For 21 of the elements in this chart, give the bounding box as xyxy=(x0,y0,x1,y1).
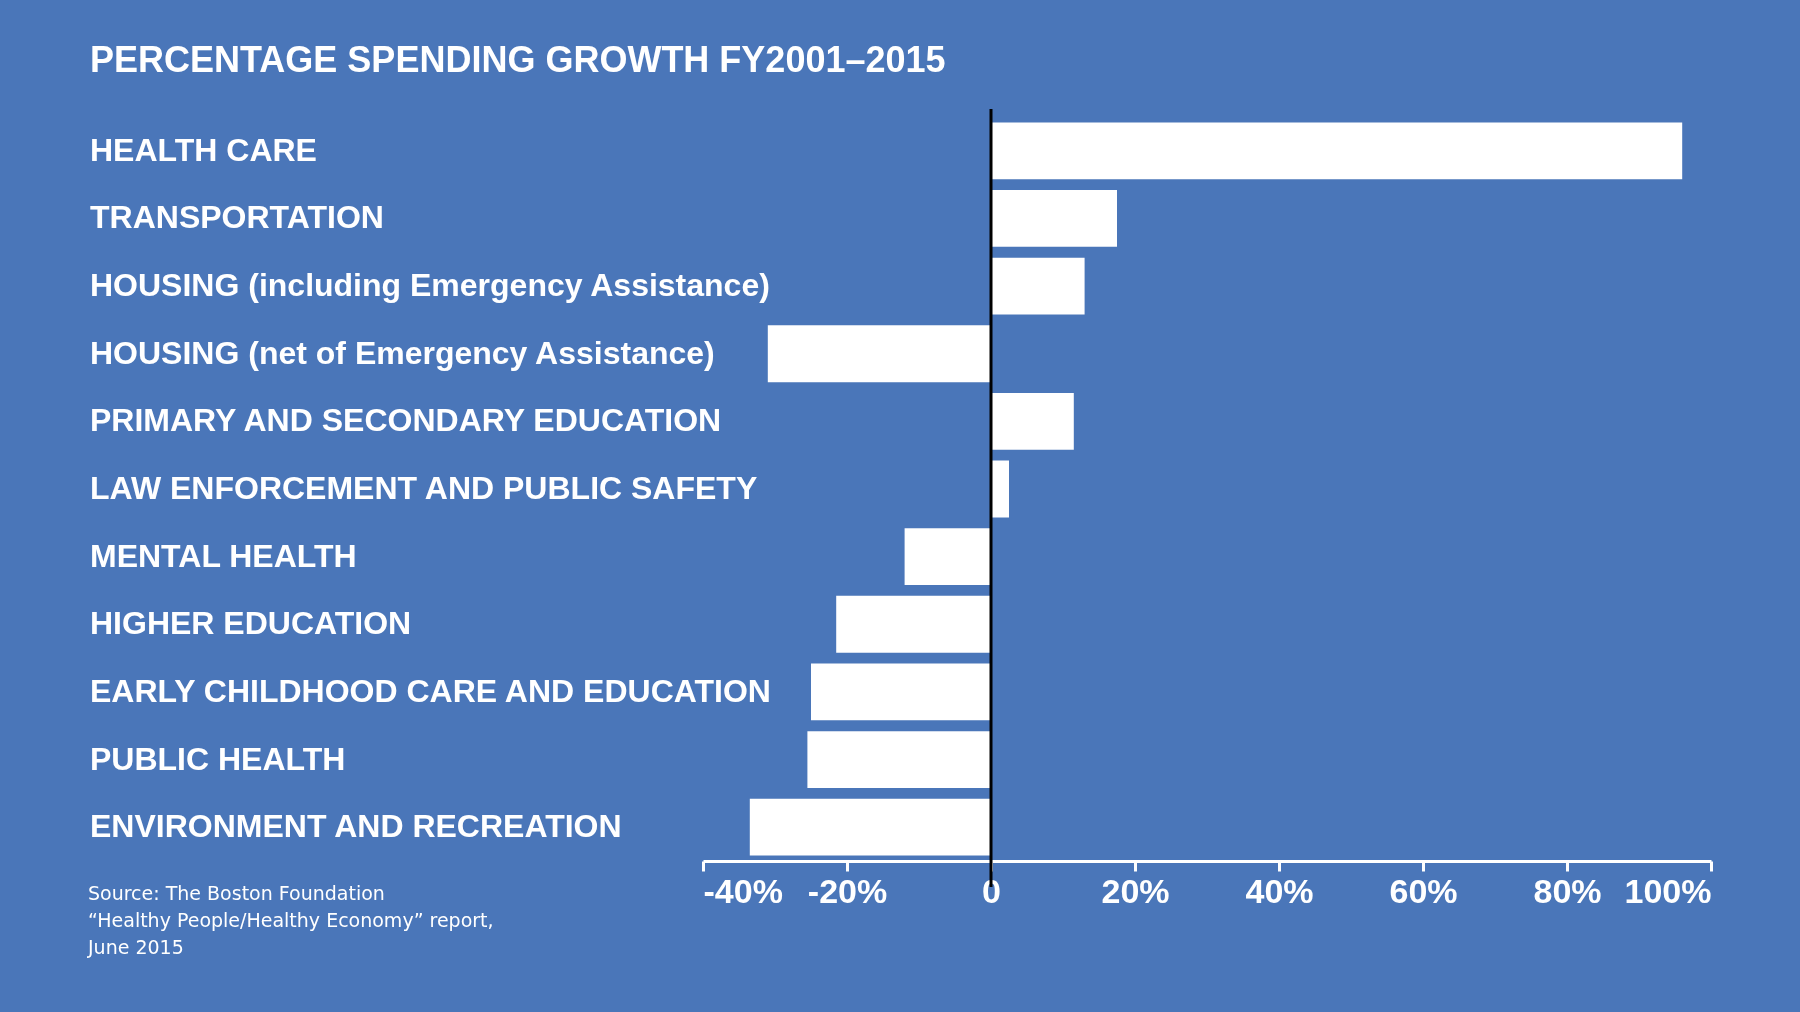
source-note: Source: The Boston Foundation “Healthy People/Healthy Economy” report, June 2015 xyxy=(88,881,494,960)
y-tick-label: HOUSING (net of Emergency Assistance) xyxy=(90,334,715,371)
y-tick-label: HEALTH CARE xyxy=(90,131,317,168)
x-tick-label: 80% xyxy=(1533,871,1602,910)
x-tick-label: -40% xyxy=(703,871,783,910)
x-tick-label: 0 xyxy=(982,871,1001,910)
x-tick-label: -20% xyxy=(807,871,888,910)
x-tick-label: 100% xyxy=(1624,871,1712,910)
x-tick-label: 60% xyxy=(1389,871,1458,910)
y-tick-label: HIGHER EDUCATION xyxy=(90,605,412,642)
y-tick-label: TRANSPORTATION xyxy=(90,199,384,236)
y-tick-label: HOUSING (including Emergency Assistance) xyxy=(90,267,770,304)
y-tick-label: PUBLIC HEALTH xyxy=(90,740,346,777)
y-tick-label: PRIMARY AND SECONDARY EDUCATION xyxy=(90,402,722,439)
y-tick-label: MENTAL HEALTH xyxy=(90,537,357,574)
chart-title: PERCENTAGE SPENDING GROWTH FY2001–2015 xyxy=(90,38,946,80)
x-tick-label: 20% xyxy=(1101,871,1170,910)
x-tick-label: 40% xyxy=(1245,871,1314,910)
y-tick-label: EARLY CHILDHOOD CARE AND EDUCATION xyxy=(90,672,771,709)
y-tick-label: LAW ENFORCEMENT AND PUBLIC SAFETY xyxy=(90,470,758,506)
y-tick-label: ENVIRONMENT AND RECREATION xyxy=(90,808,622,845)
